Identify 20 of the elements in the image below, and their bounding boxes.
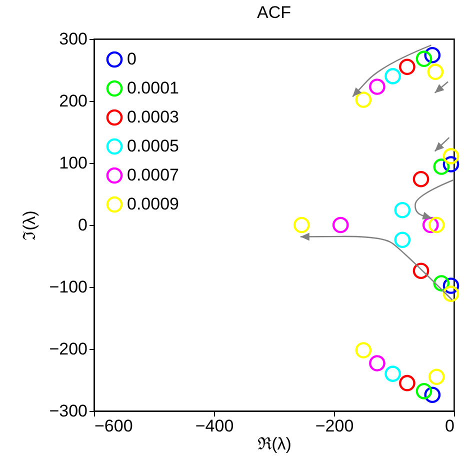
y-tick-label: 0 bbox=[78, 216, 88, 234]
y-axis-title: ℑ(λ) bbox=[20, 210, 40, 240]
x-axis-title: ℜ(λ) bbox=[258, 434, 292, 454]
legend-label: 0.0005 bbox=[127, 136, 179, 156]
x-tick-label: −600 bbox=[94, 416, 133, 436]
legend-label: 0.0007 bbox=[127, 166, 179, 184]
legend-label: 0.0003 bbox=[127, 108, 179, 126]
y-tick-label: −200 bbox=[49, 340, 88, 358]
y-tick-label: 100 bbox=[59, 154, 88, 172]
y-tick-label: −300 bbox=[49, 402, 88, 420]
x-tick-label: −400 bbox=[195, 416, 234, 436]
y-tick-label: −100 bbox=[49, 278, 88, 296]
legend-label: 0.0001 bbox=[127, 78, 179, 98]
x-tick-label: 0 bbox=[445, 416, 454, 436]
y-tick-label: 300 bbox=[59, 30, 88, 48]
x-tick-label: −200 bbox=[315, 416, 354, 436]
chart-title: ACF bbox=[257, 3, 291, 22]
legend-label: 0 bbox=[127, 50, 136, 68]
y-tick-label: 200 bbox=[59, 92, 88, 110]
legend-label: 0.0009 bbox=[127, 194, 179, 214]
